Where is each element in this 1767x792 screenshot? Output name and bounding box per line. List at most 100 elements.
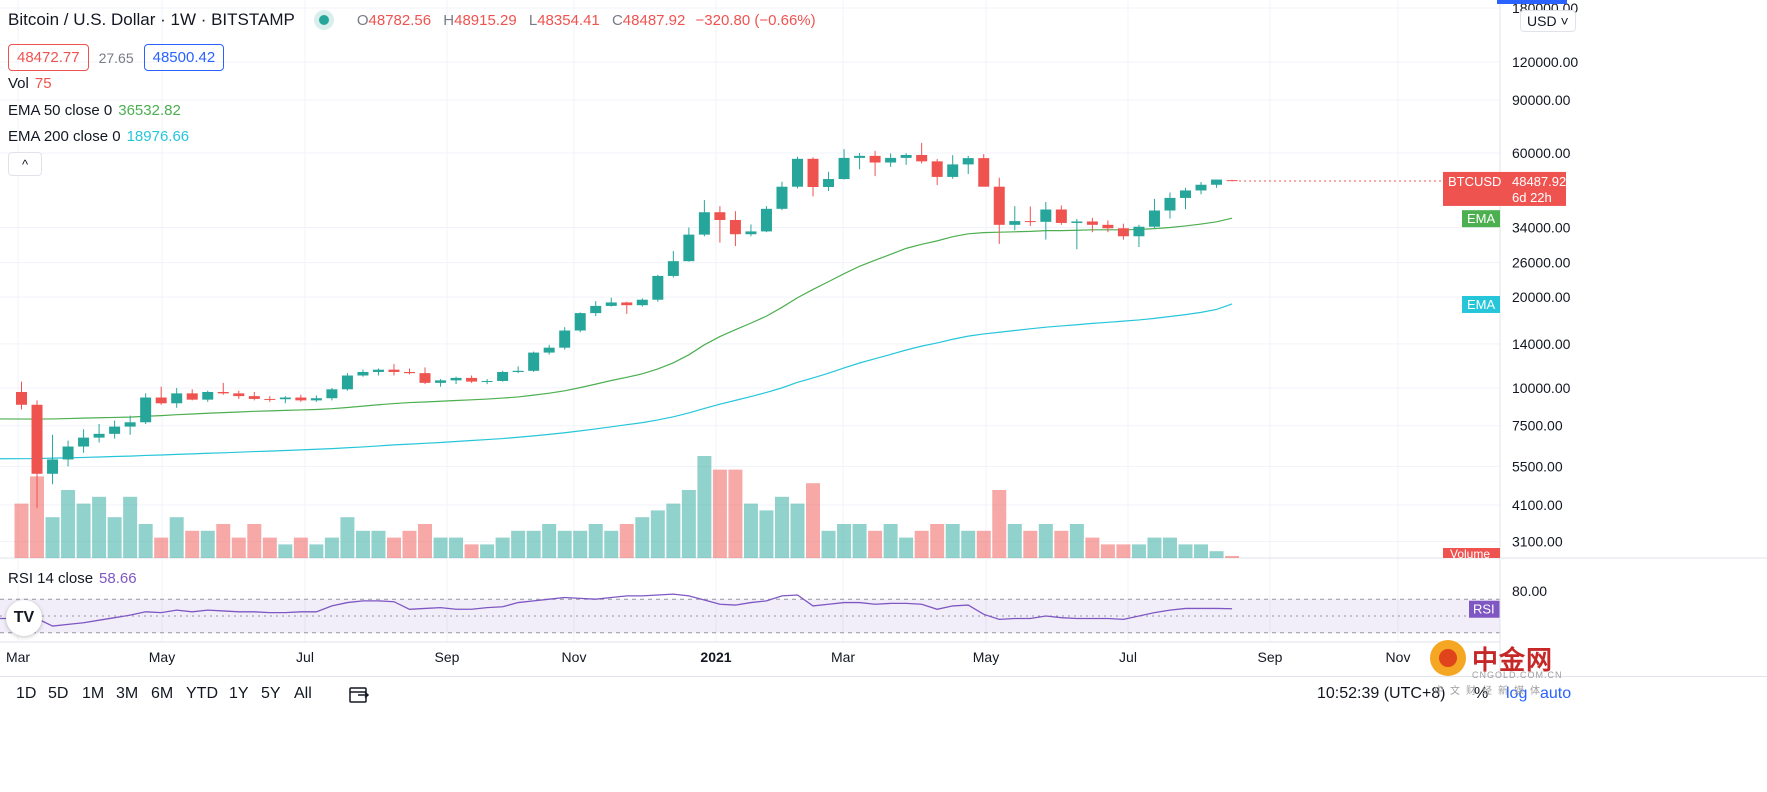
rsi-tag-label: RSI [1473, 602, 1495, 617]
candle [93, 423, 105, 443]
ema50-legend[interactable]: EMA 50 close 0 36532.82 [8, 102, 181, 119]
volume-bar [61, 490, 76, 558]
time-tick-label: Nov [562, 649, 587, 665]
time-tick-label: Sep [1258, 649, 1283, 665]
collapse-legend-button[interactable]: ^ [8, 152, 42, 176]
date-range-icon[interactable] [348, 685, 370, 710]
currency-select[interactable]: USD ˅ [1520, 10, 1576, 32]
candle [1102, 220, 1114, 233]
volume-bar [992, 490, 1007, 558]
candle-body [574, 313, 586, 331]
volume-bar [278, 544, 293, 558]
timeframe-5d[interactable]: 5D [48, 685, 69, 702]
candle-body [776, 186, 788, 209]
candle [1071, 218, 1083, 250]
percent-scale-button[interactable]: % [1474, 685, 1489, 702]
volume-tag [1443, 548, 1500, 558]
candle [714, 206, 726, 243]
candle [590, 301, 602, 317]
timeframe-6m[interactable]: 6M [151, 685, 174, 702]
market-status-dot[interactable] [318, 15, 329, 25]
buy-price-button[interactable]: 48500.42 [143, 44, 225, 71]
volume-bar [247, 524, 262, 558]
candle [1180, 187, 1191, 210]
volume-bar [355, 530, 370, 558]
candle [776, 181, 788, 211]
candle-body [372, 369, 384, 372]
auto-scale-button[interactable]: auto [1540, 685, 1572, 702]
log-scale-button[interactable]: log [1506, 685, 1528, 702]
candle [155, 386, 167, 405]
close-label: C [611, 11, 623, 29]
candles [16, 142, 1238, 509]
rsi-legend[interactable]: RSI 14 close 58.66 [8, 570, 137, 587]
candle-body [1071, 221, 1083, 223]
sell-price-button[interactable]: 48472.77 [8, 44, 89, 71]
volume-bar [480, 544, 495, 558]
timeframe-5y[interactable]: 5Y [261, 685, 281, 702]
candle-body [202, 391, 214, 400]
candle-body [823, 179, 835, 187]
volume-bar [231, 537, 246, 558]
timeframe-1y[interactable]: 1Y [229, 685, 249, 702]
ema50-legend-value: 36532.82 [118, 102, 181, 119]
volume-bar [495, 537, 510, 558]
candle [854, 153, 866, 170]
candle-body [528, 352, 540, 371]
candle-body [1180, 190, 1191, 198]
candle-body [745, 231, 757, 235]
candle [621, 301, 633, 314]
candle [1009, 206, 1021, 231]
tradingview-logo[interactable]: TV [6, 600, 42, 636]
volume-bar [386, 537, 401, 558]
candle-body [1195, 184, 1207, 191]
time-axis: Mar May Jul Sep Nov 2021 Mar May Jul Sep Nov [0, 641, 1500, 665]
volume-bar [371, 530, 386, 558]
time-tick-label: Sep [435, 649, 460, 665]
volume-legend[interactable]: Vol 75 [8, 75, 52, 92]
candle [1226, 179, 1238, 182]
candle-body [419, 373, 431, 383]
clock-timezone[interactable]: 10:52:39 (UTC+8) [1317, 685, 1446, 702]
ema200-legend[interactable]: EMA 200 close 0 18976.66 [8, 128, 189, 145]
rsi-pane: 80.00 RSI [0, 583, 1547, 634]
volume-bar [837, 524, 852, 558]
volume-bar [573, 530, 588, 558]
candle-body [636, 299, 648, 306]
candle-body [1164, 197, 1176, 211]
candle [1211, 179, 1223, 188]
timeframe-all[interactable]: All [294, 685, 312, 702]
candle [497, 370, 509, 382]
candle [885, 153, 897, 167]
volume-bar [169, 517, 184, 558]
candle-body [435, 380, 447, 383]
ema200-legend-label: EMA 200 close 0 [8, 128, 121, 145]
volume-bar [433, 537, 448, 558]
volume-bar [30, 476, 45, 558]
volume-bar [1007, 524, 1022, 558]
candle [760, 206, 772, 233]
volume-bar [449, 537, 464, 558]
volume-bar [697, 456, 712, 558]
volume-bar [154, 537, 169, 558]
timeframe-1m[interactable]: 1M [82, 685, 105, 702]
volume-bar [1038, 524, 1053, 558]
volume-bar [883, 524, 898, 558]
price-tick-label: 7500.00 [1512, 418, 1563, 434]
symbol-title[interactable]: Bitcoin / U.S. Dollar · 1W · BITSTAMP [8, 10, 295, 29]
timeframe-3m[interactable]: 3M [116, 685, 139, 702]
open-label: O [356, 11, 369, 29]
candle [16, 381, 27, 410]
candle-body [155, 397, 167, 404]
timeframe-1d[interactable]: 1D [16, 685, 37, 702]
candle-body [233, 393, 245, 397]
candle [823, 171, 835, 192]
timeframe-ytd[interactable]: YTD [186, 685, 218, 702]
volume-bar [743, 503, 758, 558]
candle [341, 373, 353, 391]
volume-bar [1162, 537, 1177, 558]
volume-bar [200, 530, 215, 558]
time-tick-label: 2021 [700, 649, 731, 665]
